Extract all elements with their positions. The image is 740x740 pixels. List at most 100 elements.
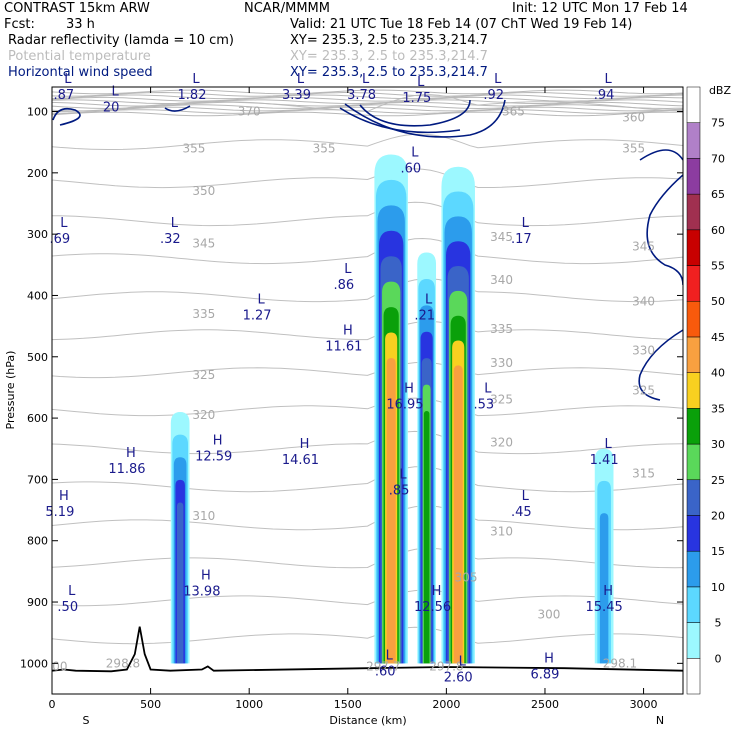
wind-extremum-marker: L [192, 72, 200, 87]
theta-label: 320 [490, 436, 513, 450]
wind-extremum-value: .60 [401, 162, 422, 177]
theta-isentrope [52, 101, 683, 107]
theta-isentrope [52, 109, 683, 114]
wind-extremum-value: .87 [53, 88, 74, 103]
colorbar-tick-label: 45 [711, 331, 725, 344]
theta-label: 360 [622, 111, 645, 125]
wind-extremum-marker: L [605, 437, 613, 452]
theta-isentrope [52, 91, 683, 97]
colorbar-swatch [686, 408, 701, 445]
reflectivity-cell-4-level-45 [453, 365, 463, 664]
wind-extremum-value: 1.75 [402, 91, 431, 106]
theta-label: 330 [490, 356, 513, 370]
theta-label: 345 [632, 239, 655, 253]
theta-label: 335 [490, 322, 513, 336]
theta-label: 325 [632, 384, 655, 398]
wind-extremum-marker: L [484, 382, 492, 397]
colorbar-tick-label: 15 [711, 545, 725, 558]
theta-label: 298.8 [106, 656, 140, 670]
wind-speed-contour [164, 105, 191, 112]
colorbar-swatch [686, 229, 701, 266]
colorbar-swatch [686, 515, 701, 552]
x-tick-label: 1000 [235, 698, 263, 711]
theta-label: 345 [490, 230, 513, 244]
theta-label: 340 [490, 273, 513, 287]
plot-frame [51, 86, 684, 695]
x-axis-label: Distance (km) [329, 714, 406, 727]
wind-extremum-marker: L [605, 72, 613, 87]
wind-extremum-marker: H [59, 489, 69, 504]
wind-extremum-value: .21 [414, 309, 435, 324]
theta-isentrope [52, 99, 683, 105]
theta-label: 310 [490, 525, 513, 539]
wind-extremum-value: .45 [511, 505, 532, 520]
wind-extremum-value: 3.39 [282, 88, 311, 103]
theta-label: 345 [192, 236, 215, 250]
theta-isentrope [52, 505, 683, 531]
wind-extremum-marker: H [213, 434, 223, 449]
wind-extremum-value: .50 [57, 600, 78, 615]
wind-extremum-marker: H [404, 382, 414, 397]
wind-extremum-value: 3.78 [347, 88, 376, 103]
reflectivity-cell-2-level-45 [386, 358, 396, 664]
colorbar-tick-label: 10 [711, 581, 725, 594]
theta-label: 365 [502, 105, 525, 119]
wind-extremum-value: 1.41 [590, 453, 619, 468]
wind-extremum-marker: L [459, 654, 467, 669]
wind-speed-contour [639, 149, 683, 161]
theta-label: 297.8 [429, 659, 463, 673]
x-tick-label: 2500 [531, 698, 559, 711]
theta-isentrope [52, 397, 683, 417]
y-tick-label: 100 [27, 106, 48, 119]
colorbar-swatch [686, 622, 701, 659]
colorbar-swatch [686, 336, 701, 373]
colorbar-tick-label: 35 [711, 402, 725, 415]
org-label: NCAR/MMMM [244, 1, 330, 16]
x-tick-label: 3000 [630, 698, 658, 711]
reflectivity-cell-3-level-35 [423, 410, 430, 664]
model-title: CONTRAST 15km ARW [4, 1, 150, 16]
wind-extremum-value: 11.61 [325, 339, 362, 354]
wind-speed-contour [339, 107, 461, 134]
wind-extremum-marker: L [411, 146, 419, 161]
wind-extremum-marker: L [64, 72, 72, 87]
wind-extremum-marker: L [112, 84, 120, 99]
theta-isentrope [52, 361, 683, 379]
reflectivity-cell-5-level-15 [599, 513, 609, 664]
theta-label: 355 [313, 141, 336, 155]
theta-isentrope [52, 168, 683, 189]
theta-isentrope [52, 133, 683, 150]
theta-label: 310 [192, 509, 215, 523]
theta-label: 305 [455, 571, 478, 585]
wind-extremum-value: .32 [160, 232, 181, 247]
colorbar-swatch [686, 300, 701, 338]
theta-label: 297.7 [366, 659, 400, 673]
wind-extremum-value: .69 [50, 232, 71, 247]
theta-label: 315 [632, 466, 655, 480]
wind-extremum-value: 13.98 [183, 585, 220, 600]
theta-label: 300 [537, 607, 560, 621]
theta-label: 325 [490, 393, 513, 407]
wind-extremum-value: 6.89 [530, 667, 559, 682]
y-tick-label: 1000 [20, 657, 48, 670]
colorbar-tick-label: 60 [711, 224, 725, 237]
wind-extremum-value: 1.27 [243, 309, 272, 324]
theta-isentrope [52, 320, 683, 341]
wind-extremum-marker: L [60, 216, 68, 231]
wind-extremum-value: .60 [375, 664, 396, 679]
colorbar-swatch [686, 86, 701, 123]
wind-extremum-marker: H [343, 323, 353, 338]
theta-isentrope [52, 201, 683, 227]
colorbar-swatch [686, 443, 701, 481]
colorbar-tick-label: 30 [711, 438, 725, 451]
forecast-hours: 33 h [66, 17, 95, 32]
wind-speed-contour [638, 329, 683, 401]
y-tick-label: 300 [27, 228, 48, 241]
wind-extremum-value: 20 [103, 100, 120, 115]
y-tick-label: 400 [27, 289, 48, 302]
colorbar-tick-label: 20 [711, 509, 725, 522]
wind-extremum-marker: L [344, 262, 352, 277]
wind-extremum-value: 16.95 [386, 398, 423, 413]
theta-isentrope [52, 104, 683, 110]
